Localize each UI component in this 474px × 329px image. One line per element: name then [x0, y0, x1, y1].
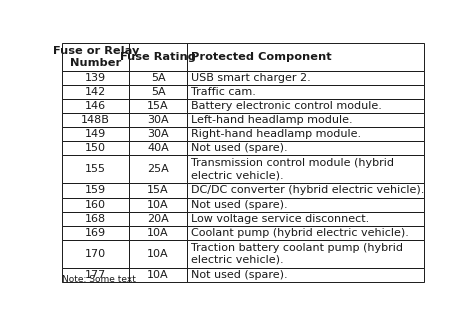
Bar	[129, 71, 187, 85]
Text: Transmission control module (hybrid
electric vehicle).: Transmission control module (hybrid elec…	[191, 158, 394, 180]
Bar	[63, 127, 129, 141]
Text: 30A: 30A	[147, 129, 169, 139]
Bar	[129, 197, 187, 212]
Bar	[63, 184, 129, 197]
Text: 30A: 30A	[147, 115, 169, 125]
Text: 148B: 148B	[82, 115, 110, 125]
Bar	[63, 99, 129, 113]
Text: 155: 155	[85, 164, 106, 174]
Bar	[63, 42, 129, 71]
Bar	[129, 113, 187, 127]
Bar	[129, 155, 187, 184]
Text: 10A: 10A	[147, 249, 169, 259]
Bar	[63, 113, 129, 127]
Text: 170: 170	[85, 249, 106, 259]
Text: USB smart charger 2.: USB smart charger 2.	[191, 73, 310, 83]
Bar	[129, 184, 187, 197]
Text: Note: Some text: Note: Some text	[63, 275, 136, 284]
Text: Fuse Rating: Fuse Rating	[120, 52, 196, 62]
Bar	[187, 240, 423, 268]
Bar	[187, 127, 423, 141]
Text: 139: 139	[85, 73, 106, 83]
Text: 15A: 15A	[147, 186, 169, 195]
Bar	[187, 85, 423, 99]
Bar	[129, 141, 187, 155]
Text: Left-hand headlamp module.: Left-hand headlamp module.	[191, 115, 353, 125]
Bar	[187, 197, 423, 212]
Bar	[129, 127, 187, 141]
Text: 168: 168	[85, 214, 106, 224]
Text: 149: 149	[85, 129, 106, 139]
Bar	[129, 240, 187, 268]
Text: Not used (spare).: Not used (spare).	[191, 270, 287, 280]
Text: Coolant pump (hybrid electric vehicle).: Coolant pump (hybrid electric vehicle).	[191, 228, 409, 238]
Bar	[63, 212, 129, 226]
Text: Low voltage service disconnect.: Low voltage service disconnect.	[191, 214, 369, 224]
Bar	[63, 197, 129, 212]
Text: 20A: 20A	[147, 214, 169, 224]
Text: Traffic cam.: Traffic cam.	[191, 87, 255, 97]
Text: 159: 159	[85, 186, 106, 195]
Text: Not used (spare).: Not used (spare).	[191, 143, 287, 153]
Text: 142: 142	[85, 87, 106, 97]
Bar	[129, 99, 187, 113]
Text: DC/DC converter (hybrid electric vehicle).: DC/DC converter (hybrid electric vehicle…	[191, 186, 424, 195]
Text: Right-hand headlamp module.: Right-hand headlamp module.	[191, 129, 361, 139]
Text: 5A: 5A	[151, 87, 165, 97]
Text: 40A: 40A	[147, 143, 169, 153]
Text: 146: 146	[85, 101, 106, 111]
Bar	[187, 226, 423, 240]
Bar	[129, 212, 187, 226]
Bar	[63, 226, 129, 240]
Text: Protected Component: Protected Component	[191, 52, 331, 62]
Bar	[63, 71, 129, 85]
Bar	[187, 184, 423, 197]
Bar	[187, 99, 423, 113]
Bar	[129, 268, 187, 282]
Bar	[63, 155, 129, 184]
Text: Not used (spare).: Not used (spare).	[191, 200, 287, 210]
Bar	[187, 71, 423, 85]
Text: 25A: 25A	[147, 164, 169, 174]
Bar	[63, 141, 129, 155]
Text: 10A: 10A	[147, 270, 169, 280]
Text: Battery electronic control module.: Battery electronic control module.	[191, 101, 382, 111]
Text: 15A: 15A	[147, 101, 169, 111]
Bar	[187, 212, 423, 226]
Text: 10A: 10A	[147, 228, 169, 238]
Bar	[129, 85, 187, 99]
Bar	[187, 268, 423, 282]
Text: 10A: 10A	[147, 200, 169, 210]
Bar	[63, 85, 129, 99]
Text: 169: 169	[85, 228, 106, 238]
Text: 150: 150	[85, 143, 106, 153]
Bar	[129, 226, 187, 240]
Text: Traction battery coolant pump (hybrid
electric vehicle).: Traction battery coolant pump (hybrid el…	[191, 243, 403, 265]
Text: 5A: 5A	[151, 73, 165, 83]
Bar	[129, 42, 187, 71]
Bar	[187, 141, 423, 155]
Bar	[187, 155, 423, 184]
Bar	[63, 240, 129, 268]
Bar	[187, 42, 423, 71]
Bar	[187, 113, 423, 127]
Bar	[63, 268, 129, 282]
Text: 160: 160	[85, 200, 106, 210]
Text: Fuse or Relay
Number: Fuse or Relay Number	[53, 46, 139, 68]
Text: 177: 177	[85, 270, 106, 280]
